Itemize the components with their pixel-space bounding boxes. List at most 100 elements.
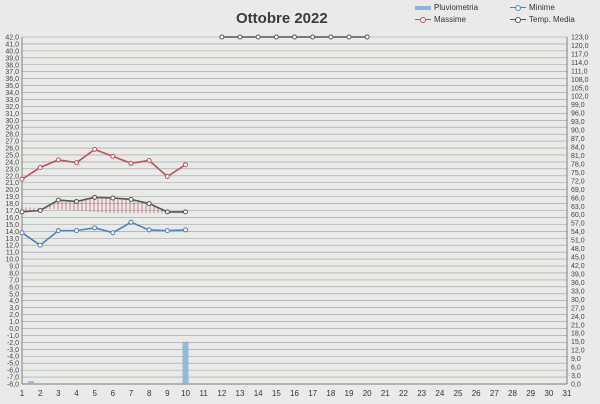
y-tick-label: 26,0 [5, 146, 19, 153]
y-tick-label: 39,0 [5, 55, 19, 62]
legend-label: Massime [434, 15, 467, 24]
data-point [183, 227, 188, 233]
x-tick-label: 31 [563, 389, 572, 398]
y2-tick-label: 120,0 [571, 43, 589, 50]
y-tick-label: 18,0 [5, 201, 19, 208]
y-tick-label: 37,0 [5, 69, 19, 76]
y2-tick-label: 57,0 [571, 221, 585, 228]
y-tick-label: 27,0 [5, 139, 19, 146]
y-tick-label: 24,0 [5, 159, 19, 166]
y-tick-label: 14,0 [5, 229, 19, 236]
y-tick-label: -2,0 [7, 340, 19, 347]
data-point [55, 197, 61, 203]
y2-tick-label: 105,0 [571, 85, 589, 92]
data-point [292, 34, 297, 40]
data-point [328, 34, 334, 40]
y-tick-label: 38,0 [5, 62, 19, 69]
legend-entry: Massime [415, 15, 466, 24]
x-tick-label: 20 [363, 389, 372, 398]
legend-swatch [415, 16, 431, 23]
y-tick-label: 25,0 [5, 152, 19, 159]
data-point [37, 164, 43, 170]
x-tick-label: 1 [20, 389, 25, 398]
data-point [128, 160, 134, 166]
y2-tick-label: 48,0 [571, 246, 585, 253]
x-tick-label: 13 [236, 389, 245, 398]
legend-entry: Pluviometria [415, 3, 478, 12]
y2-tick-label: 18,0 [571, 331, 585, 338]
y2-tick-label: 39,0 [571, 271, 585, 278]
y2-tick-label: 72,0 [571, 178, 585, 185]
y-tick-label: -7,0 [7, 375, 19, 382]
legend-label: Pluviometria [434, 3, 479, 12]
series-line [21, 148, 186, 180]
x-tick-label: 22 [399, 389, 408, 398]
y2-tick-label: 33,0 [571, 288, 585, 295]
y-tick-label: 5,0 [9, 291, 19, 298]
y-tick-label: -5,0 [7, 361, 19, 368]
x-tick-label: 14 [254, 389, 263, 398]
data-point [19, 176, 25, 182]
y-tick-label: 3,0 [9, 305, 19, 312]
data-point [183, 162, 188, 168]
y-tick-label: -8,0 [7, 382, 19, 389]
y-tick-label: 36,0 [5, 76, 19, 83]
y-tick-label: 7,0 [9, 277, 19, 284]
y2-tick-label: 108,0 [571, 77, 589, 84]
legend-entry: Temp. Media [510, 15, 575, 24]
y2-tick-label: 75,0 [571, 170, 585, 177]
y2-tick-label: 63,0 [571, 204, 585, 211]
data-point [164, 209, 170, 215]
chart-title: Ottobre 2022 [236, 10, 328, 27]
y2-tick-label: 96,0 [571, 111, 585, 118]
y-tick-label: 9,0 [9, 264, 19, 271]
y-tick-label: 29,0 [5, 125, 19, 132]
y2-tick-label: 21,0 [571, 322, 585, 329]
data-point [92, 146, 98, 152]
y-tick-label: 11,0 [6, 250, 19, 257]
y-tick-label: -3,0 [7, 347, 19, 354]
x-tick-label: 15 [272, 389, 281, 398]
y2-tick-label: 36,0 [571, 280, 585, 287]
x-tick-label: 8 [147, 389, 152, 398]
data-point [146, 158, 152, 164]
y2-tick-label: 66,0 [571, 195, 585, 202]
x-tick-label: 10 [181, 389, 190, 398]
data-point [92, 194, 98, 200]
y-tick-label: 20,0 [5, 187, 19, 194]
y-tick-label: 42,0 [5, 35, 19, 42]
series-line [21, 221, 186, 247]
y2-tick-label: 102,0 [571, 94, 589, 101]
data-point [128, 196, 134, 202]
data-point [273, 34, 279, 40]
legend: Pluviometria Minime Massime Temp. Media [415, 3, 595, 29]
x-tick-label: 4 [74, 389, 79, 398]
y-tick-label: 1,0 [9, 319, 19, 326]
x-tick-label: 23 [417, 389, 426, 398]
y-tick-label: 30,0 [5, 118, 19, 125]
legend-swatch [510, 4, 526, 11]
data-point [37, 208, 43, 213]
y-tick-label: 13,0 [5, 236, 19, 243]
data-point [183, 209, 188, 215]
y2-tick-label: 93,0 [571, 119, 585, 126]
y2-tick-label: 117,0 [571, 51, 588, 58]
data-point [110, 195, 116, 201]
y2-tick-label: 81,0 [571, 153, 585, 160]
y-tick-label: 23,0 [5, 166, 19, 173]
legend-label: Temp. Media [529, 15, 575, 24]
media-trend-area [22, 197, 186, 214]
data-point [110, 153, 116, 159]
rain-bar [28, 381, 35, 384]
y-tick-label: 31,0 [5, 111, 19, 118]
data-point [74, 160, 79, 166]
series-line [21, 196, 186, 213]
y-tick-label: 4,0 [9, 298, 19, 305]
y-tick-label: -6,0 [7, 368, 19, 375]
y2-tick-label: 24,0 [571, 314, 585, 321]
y-tick-label: 21,0 [5, 180, 19, 187]
x-tick-label: 7 [129, 389, 134, 398]
data-point [146, 201, 152, 207]
y2-tick-label: 12,0 [571, 348, 585, 355]
